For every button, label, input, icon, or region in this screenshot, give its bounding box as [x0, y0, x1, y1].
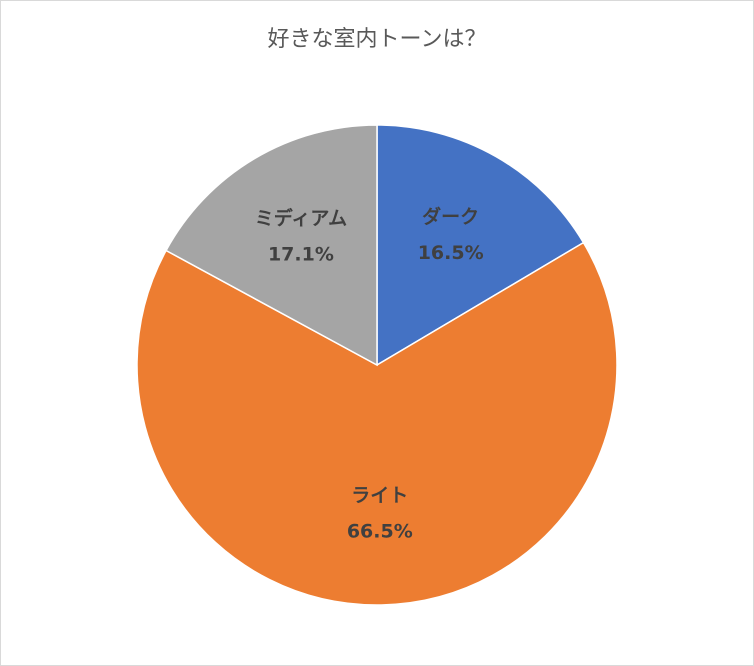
pie-slice	[136, 241, 618, 606]
pie-slice	[376, 124, 585, 367]
slice-label: ミディアム	[255, 207, 347, 230]
pie-slice	[165, 124, 378, 367]
slice-value-label: 66.5%	[347, 520, 413, 542]
chart-title: 好きな室内トーンは？	[268, 27, 487, 52]
slice-label: ライト	[351, 484, 408, 506]
slice-value-label: 16.5%	[418, 242, 484, 264]
slice-value-label: 17.1%	[268, 244, 334, 266]
slice-label: ダーク	[422, 205, 479, 228]
